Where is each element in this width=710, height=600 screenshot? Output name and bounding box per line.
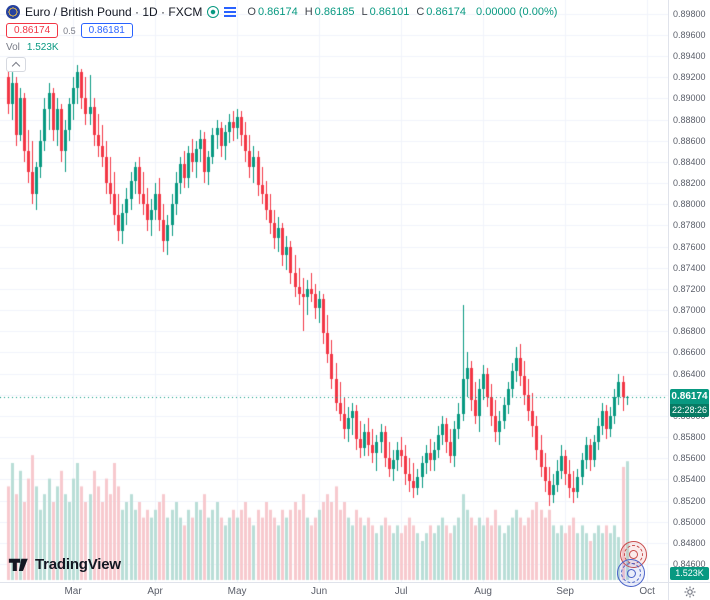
price-tick-label: 0.88200: [673, 178, 706, 189]
price-tick-label: 0.88400: [673, 156, 706, 167]
price-tick-label: 0.87400: [673, 262, 706, 273]
price-tick-label: 0.88800: [673, 114, 706, 125]
chevron-up-icon: [11, 61, 21, 70]
price-tick-label: 0.87200: [673, 283, 706, 294]
bar-countdown: 22:28:26: [670, 404, 709, 418]
tradingview-logo-icon: [8, 558, 28, 571]
time-tick-label: Oct: [639, 586, 655, 597]
price-tick-label: 0.89600: [673, 29, 706, 40]
price-tick-label: 0.85000: [673, 516, 706, 527]
price-tick-label: 0.87000: [673, 305, 706, 316]
menu-lines-icon[interactable]: [224, 7, 237, 17]
high-value: 0.86185: [314, 6, 355, 18]
time-tick-label: Apr: [147, 586, 163, 597]
symbol-title[interactable]: Euro / British Pound · 1D · FXCM: [25, 5, 203, 19]
change-readout: 0.00000 (0.00%): [476, 6, 558, 18]
volume-label: Vol: [6, 42, 20, 53]
tradingview-logo[interactable]: TradingView: [8, 554, 121, 574]
price-tick-label: 0.86800: [673, 326, 706, 337]
sell-button[interactable]: 0.86174: [6, 23, 59, 38]
price-tick-label: 0.85200: [673, 495, 706, 506]
spread-value: 0.5: [63, 25, 76, 36]
low-label: L: [361, 6, 368, 18]
time-tick-label: Mar: [64, 586, 82, 597]
time-tick-label: Aug: [474, 586, 492, 597]
price-tick-label: 0.89400: [673, 51, 706, 62]
tradingview-logo-text: TradingView: [35, 555, 121, 573]
high-label: H: [304, 6, 313, 18]
price-tick-label: 0.86400: [673, 368, 706, 379]
open-label: O: [247, 6, 256, 18]
dot-circle-icon[interactable]: [207, 6, 220, 18]
price-tick-label: 0.85600: [673, 453, 706, 464]
price-tick-label: 0.84600: [673, 559, 706, 569]
price-axis[interactable]: 0.89800 0.89600 0.89400 0.89200 0.89000 0.888…: [668, 0, 710, 582]
close-value: 0.86174: [426, 6, 467, 18]
time-axis[interactable]: Mar Apr May Jun Jul Aug Sep Oct: [0, 582, 668, 600]
price-tick-label: 0.88600: [673, 135, 706, 146]
close-label: C: [416, 6, 425, 18]
time-tick-label: Jul: [394, 586, 408, 597]
buy-button[interactable]: 0.86181: [80, 23, 133, 38]
price-tick-label: 0.86600: [673, 347, 706, 358]
price-tick-label: 0.89000: [673, 93, 706, 104]
time-tick-label: May: [227, 586, 247, 597]
axis-settings-button[interactable]: [668, 582, 710, 600]
open-value: 0.86174: [257, 6, 298, 18]
volume-badge: 1.523K: [670, 567, 709, 580]
time-tick-label: Sep: [556, 586, 574, 597]
gear-icon: [684, 586, 696, 598]
ohlc-readout: O 0.86174 H 0.86185 L 0.86101 C 0.86174: [247, 6, 471, 18]
price-tick-label: 0.84800: [673, 537, 706, 548]
candlestick-chart-canvas[interactable]: [0, 0, 668, 582]
price-tick-label: 0.85400: [673, 474, 706, 485]
symbol-logo-icon: [6, 5, 20, 19]
price-tick-label: 0.87800: [673, 220, 706, 231]
volume-value: 1.523K: [26, 42, 59, 53]
symbol-legend: Euro / British Pound · 1D · FXCM O 0.861…: [6, 5, 557, 72]
low-value: 0.86101: [369, 6, 410, 18]
last-price-value: 0.86174: [670, 389, 709, 405]
price-tick-label: 0.87600: [673, 241, 706, 252]
price-tick-label: 0.89800: [673, 8, 706, 19]
legend-collapse-button[interactable]: [6, 57, 26, 72]
price-tick-label: 0.88000: [673, 199, 706, 210]
time-tick-label: Jun: [311, 586, 328, 597]
price-tick-label: 0.89200: [673, 72, 706, 83]
last-price-badge: 0.86174 22:28:26: [670, 389, 709, 418]
price-tick-label: 0.85800: [673, 432, 706, 443]
